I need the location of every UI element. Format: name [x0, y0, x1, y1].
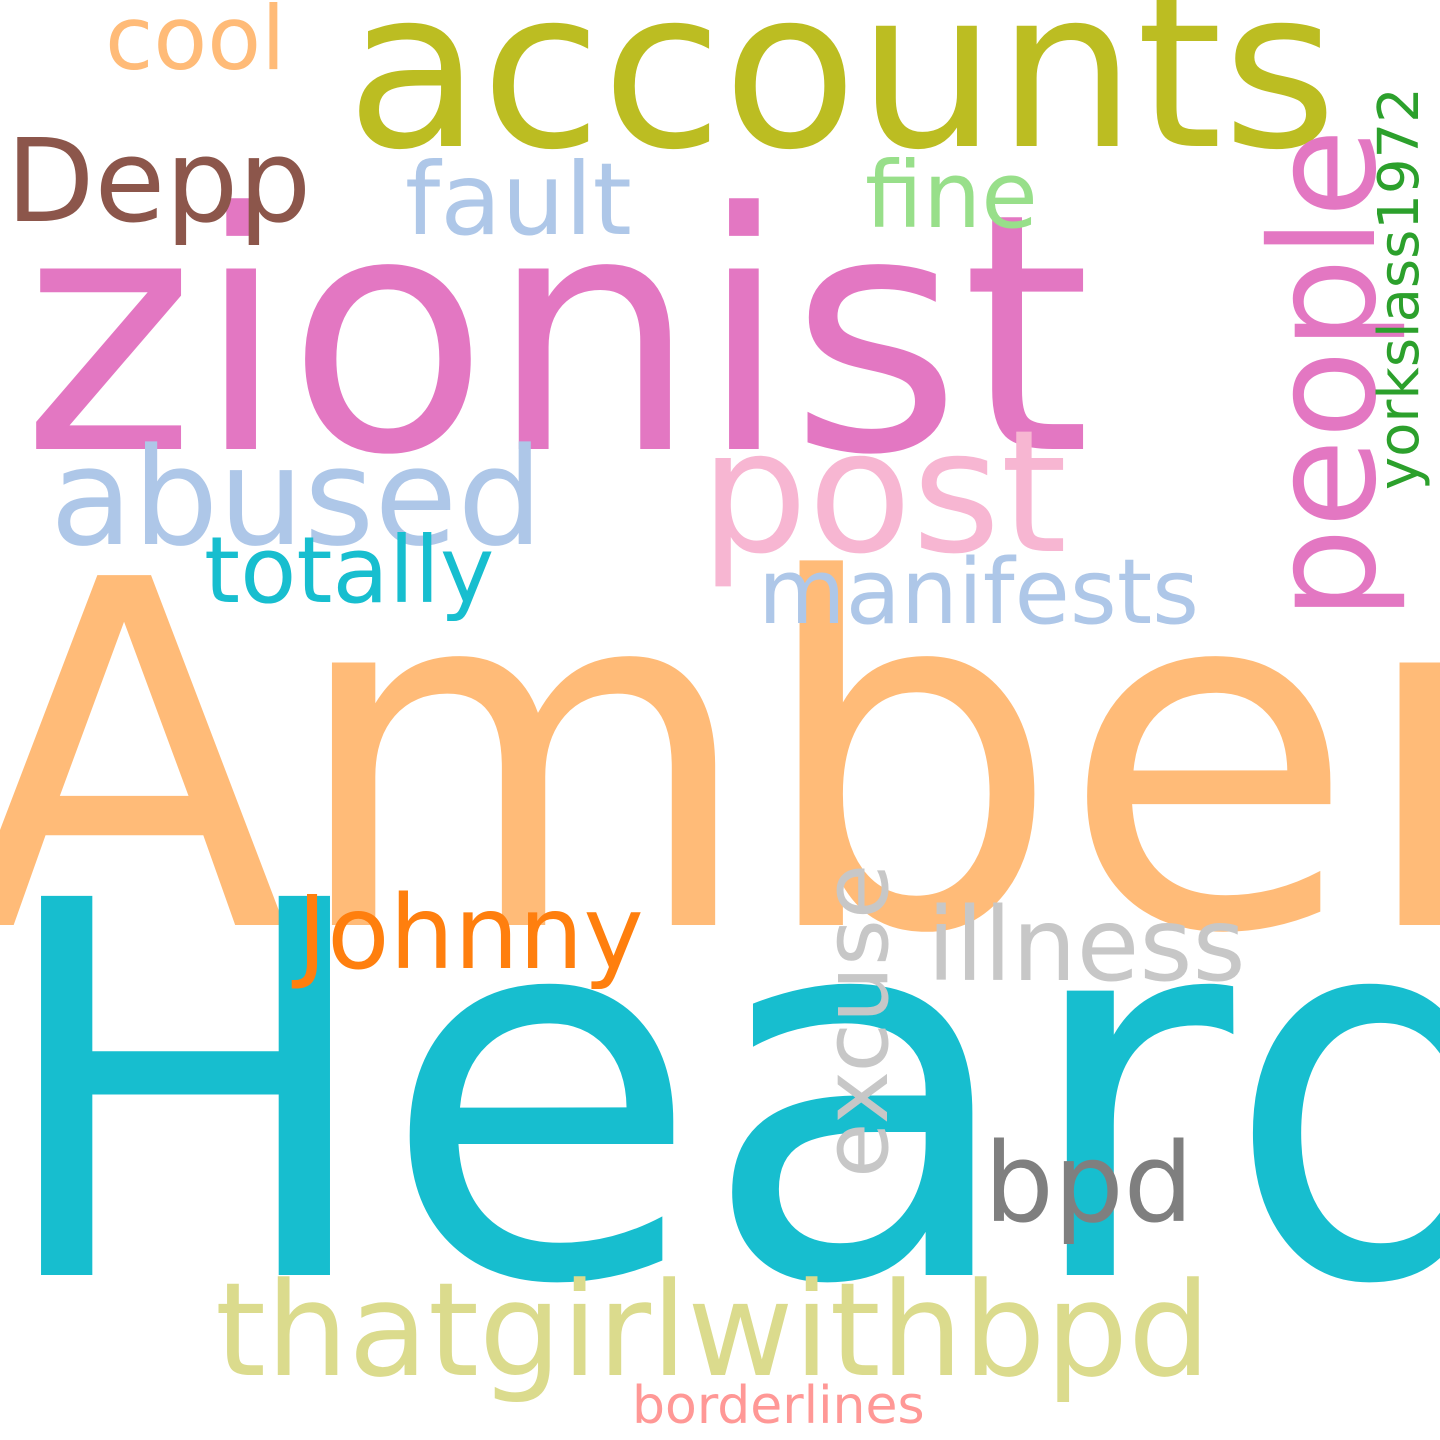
- word-zionist: zionist: [22, 143, 1091, 527]
- word-fault: fault: [405, 141, 632, 258]
- word-yorkslass1972: yorkslass1972: [1367, 87, 1432, 490]
- word-borderlines: borderlines: [632, 1376, 925, 1436]
- word-heard: Heard: [0, 792, 1440, 1398]
- word-abused: abused: [50, 419, 544, 576]
- word-totally: totally: [204, 517, 495, 624]
- word-fine: fine: [865, 142, 1038, 249]
- word-manifests: manifests: [758, 540, 1199, 645]
- word-illness: illness: [927, 886, 1246, 1005]
- word-excuse: excuse: [804, 863, 909, 1178]
- word-johnny: Johnny: [297, 874, 644, 993]
- word-depp: Depp: [6, 115, 312, 249]
- word-cool: cool: [105, 0, 286, 90]
- word-amber: Amber: [0, 480, 1440, 1039]
- word-thatgirlwithbpd: thatgirlwithbpd: [215, 1254, 1211, 1406]
- word-bpd: bpd: [984, 1119, 1194, 1247]
- word-post: post: [700, 394, 1068, 592]
- word-accounts: accounts: [346, 0, 1338, 198]
